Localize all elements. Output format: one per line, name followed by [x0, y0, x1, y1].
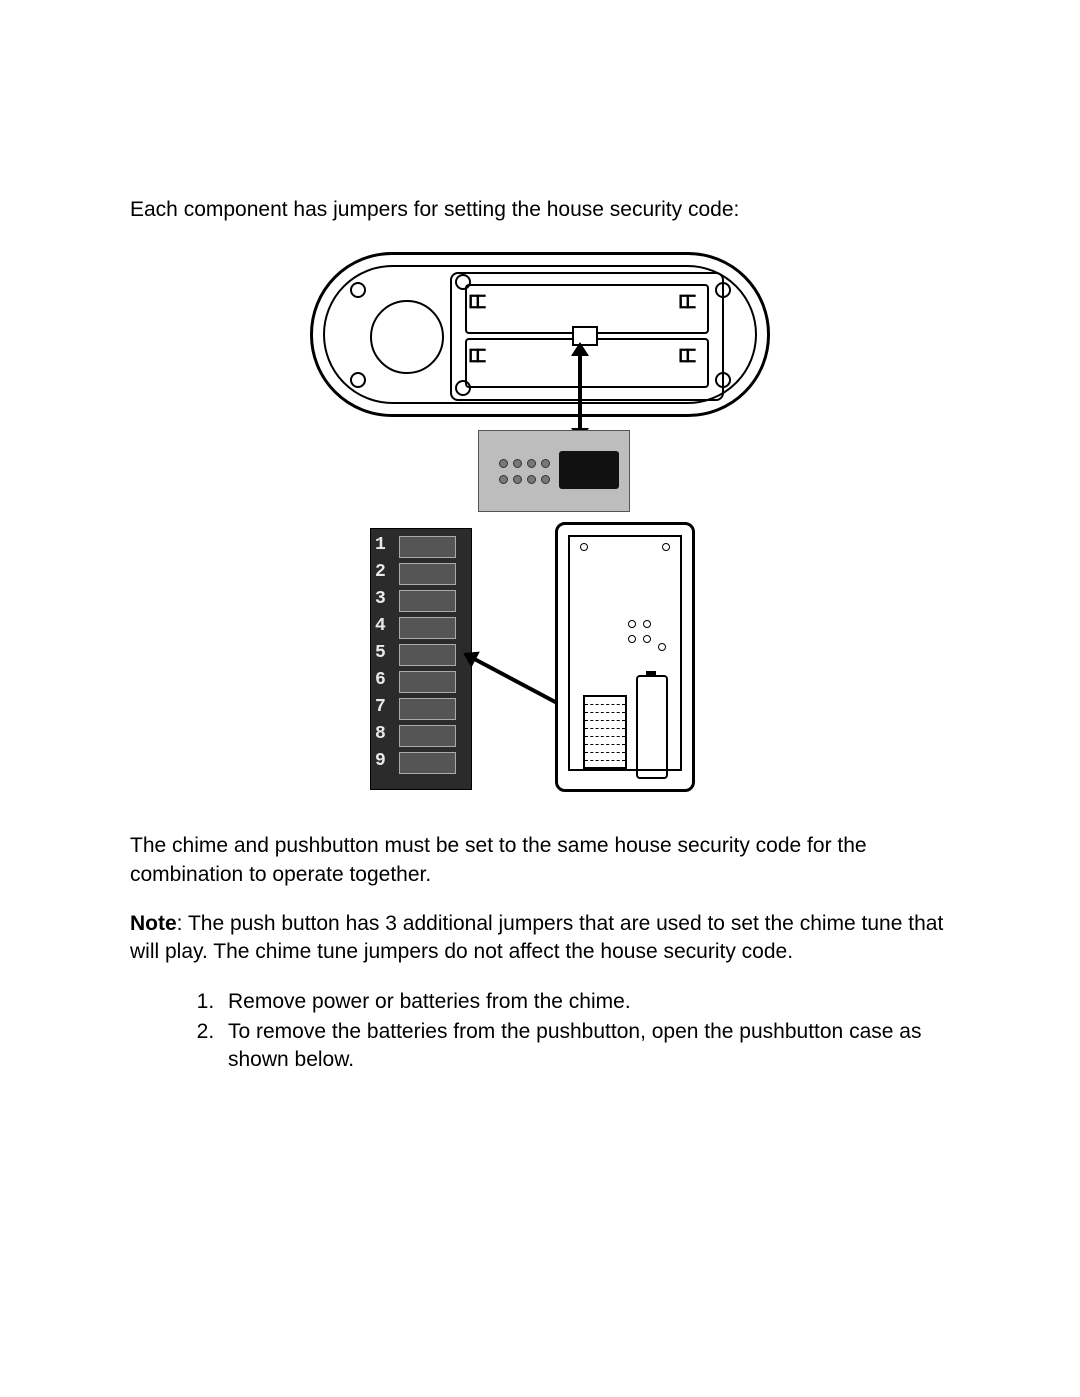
jumper-header-icon [583, 695, 627, 769]
jumper-segment [399, 590, 456, 612]
list-item: Remove power or batteries from the chime… [220, 988, 950, 1016]
spring-icon: ⵎⵎ [468, 346, 482, 367]
steps-list: Remove power or batteries from the chime… [130, 988, 950, 1075]
jumper-number: 3 [375, 589, 386, 609]
jumper-segment [399, 563, 456, 585]
spring-icon: ⵎⵎ [678, 346, 692, 367]
intro-text: Each component has jumpers for setting t… [130, 196, 950, 224]
jumper-number: 5 [375, 643, 386, 663]
list-item: To remove the batteries from the pushbut… [220, 1018, 950, 1075]
spring-icon: ⵎⵎ [468, 292, 482, 313]
figure-pushbutton-jumpers: 1 2 3 4 5 6 7 8 9 [370, 522, 710, 802]
jumper-number: 2 [375, 562, 386, 582]
jumper-number: 6 [375, 670, 386, 690]
spring-icon: ⵎⵎ [678, 292, 692, 313]
jumper-number: 4 [375, 616, 386, 636]
note-label: Note [130, 912, 177, 935]
jumper-segment [399, 698, 456, 720]
document-page: Each component has jumpers for setting t… [0, 0, 1080, 1397]
jumper-photo-chime [478, 430, 630, 512]
jumper-segment [399, 752, 456, 774]
note-paragraph: Note: The push button has 3 additional j… [130, 910, 950, 967]
jumper-number: 7 [375, 697, 386, 717]
figure-block: ⵎⵎ ⵎⵎ ⵎⵎ ⵎⵎ [130, 252, 950, 802]
jumper-segment [399, 671, 456, 693]
paragraph-combo: The chime and pushbutton must be set to … [130, 832, 950, 889]
jumper-segment [399, 617, 456, 639]
pushbutton-outline [555, 522, 695, 792]
figure-chime-jumpers: ⵎⵎ ⵎⵎ ⵎⵎ ⵎⵎ [310, 252, 770, 512]
speaker-icon [370, 300, 444, 374]
callout-arrow-icon [578, 344, 582, 440]
battery-icon [636, 675, 668, 779]
jumper-number: 9 [375, 751, 386, 771]
jumper-segment [399, 725, 456, 747]
jumper-number: 1 [375, 535, 386, 555]
jumper-segment [399, 536, 456, 558]
jumper-segment [399, 644, 456, 666]
jumper-photo-pushbutton: 1 2 3 4 5 6 7 8 9 [370, 528, 472, 790]
note-body: : The push button has 3 additional jumpe… [130, 912, 943, 963]
jumper-number: 8 [375, 724, 386, 744]
